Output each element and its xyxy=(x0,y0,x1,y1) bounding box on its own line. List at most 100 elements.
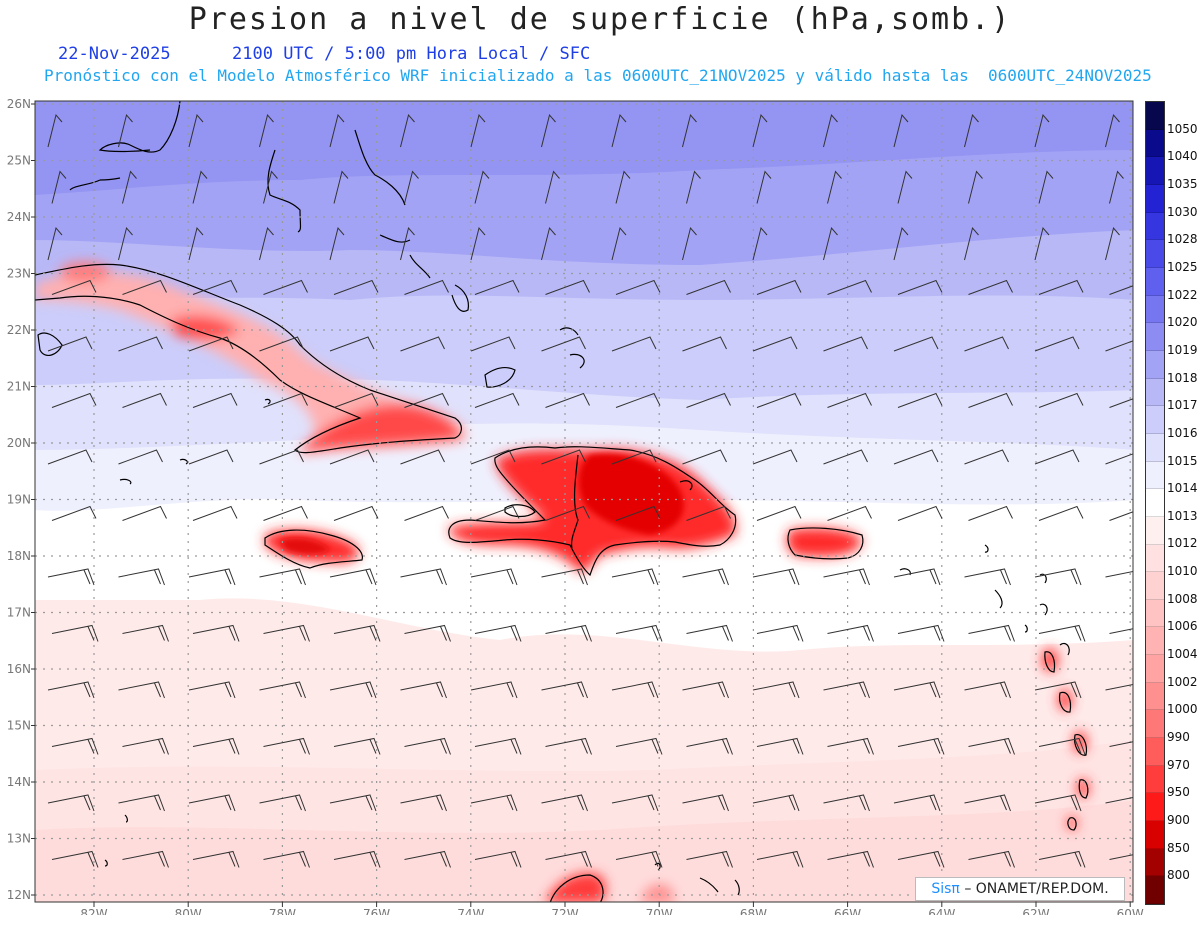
wind-barb xyxy=(545,279,590,295)
wind-barb xyxy=(756,170,772,204)
lon-label: 76W xyxy=(363,907,390,915)
wind-barb xyxy=(545,505,590,521)
wind-barb xyxy=(752,226,768,261)
graticule xyxy=(35,101,1133,902)
wind-barb xyxy=(611,336,657,352)
wind-barb xyxy=(259,226,274,261)
colorbar-segment xyxy=(1146,157,1164,185)
map-frame xyxy=(34,100,1134,903)
colorbar-label: 1000 xyxy=(1167,702,1198,717)
colorbar-label: 850 xyxy=(1167,840,1190,855)
wind-barb xyxy=(611,794,659,812)
wind-barb xyxy=(259,336,304,352)
wind-barb xyxy=(192,624,240,642)
wind-barb xyxy=(333,737,381,755)
wind-barb xyxy=(1105,113,1120,148)
colorbar-segment xyxy=(1146,267,1164,296)
wind-barb xyxy=(47,568,95,586)
wind-barb xyxy=(752,681,800,699)
wind-barb xyxy=(51,392,97,408)
colorbar-label: 1004 xyxy=(1167,647,1198,662)
lon-label: 72W xyxy=(551,907,578,915)
wind-barb xyxy=(964,681,1011,699)
wind-barb xyxy=(474,392,520,408)
wind-barb xyxy=(1034,449,1080,465)
lat-label: 22N xyxy=(7,323,31,337)
lon-label: 74W xyxy=(457,907,484,915)
wind-barb xyxy=(1109,285,1133,295)
lat-label: 18N xyxy=(7,549,31,563)
colorbar-label: 1002 xyxy=(1167,674,1198,689)
wind-barb xyxy=(1105,340,1133,352)
wind-barb xyxy=(752,794,800,812)
wind-barb xyxy=(968,850,1015,868)
wind-barb xyxy=(823,681,870,699)
wind-barb xyxy=(682,568,729,586)
colorbar-label: 1022 xyxy=(1167,287,1198,302)
wind-barb xyxy=(897,850,945,868)
wind-barb xyxy=(752,568,800,586)
wind-barb xyxy=(823,336,868,352)
wind-barb xyxy=(756,850,804,868)
wind-barb xyxy=(263,850,310,868)
lat-label: 23N xyxy=(7,267,31,281)
colorbar-segment xyxy=(1146,516,1164,545)
wind-barb xyxy=(474,624,522,642)
wind-barb xyxy=(122,392,167,408)
wind-barb xyxy=(192,392,238,408)
wind-barb xyxy=(1038,850,1086,868)
wind-barb xyxy=(686,850,733,868)
model-info-line: Pronóstico con el Modelo Atmosférico WRF… xyxy=(44,66,1152,85)
wind-barb xyxy=(47,113,63,148)
wind-barb xyxy=(470,794,518,812)
wind-barb xyxy=(329,681,377,699)
colorbar-segment xyxy=(1146,489,1164,517)
wind-barb xyxy=(545,737,592,755)
colorbar-label: 1050 xyxy=(1167,121,1198,136)
wind-barb xyxy=(1034,681,1082,699)
wind-barb xyxy=(1105,683,1133,691)
colorbar-labels: 1050 1040 1035 1030 1028 1025 1022 1020 1019 1018… xyxy=(1165,101,1200,903)
wind-barb xyxy=(827,850,874,868)
wind-barb xyxy=(1038,279,1084,295)
wind-barb xyxy=(968,505,1013,521)
wind-barb xyxy=(1109,398,1133,408)
wind-barb xyxy=(752,449,798,465)
wind-barb xyxy=(611,568,659,586)
wind-barb xyxy=(686,624,733,642)
wind-barb xyxy=(188,568,236,586)
colorbar-segment xyxy=(1146,682,1164,711)
wind-barb xyxy=(263,392,308,408)
wind-barb xyxy=(1038,737,1086,755)
wind-barb xyxy=(400,336,445,352)
wind-barb xyxy=(263,737,310,755)
lon-label: 70W xyxy=(646,907,673,915)
colorbar-label: 950 xyxy=(1167,785,1190,800)
wind-barb xyxy=(897,170,913,204)
lon-label: 68W xyxy=(740,907,767,915)
wind-barb xyxy=(541,226,556,261)
colorbar-segment xyxy=(1146,710,1164,739)
lon-label: 78W xyxy=(269,907,296,915)
colorbar-label: 1013 xyxy=(1167,508,1198,523)
wind-barb xyxy=(615,737,663,755)
wind-barb xyxy=(541,794,588,812)
wind-barb xyxy=(756,505,802,521)
wind-barb xyxy=(682,336,727,352)
land-lows-core xyxy=(280,454,684,555)
wind-barb xyxy=(329,113,345,148)
colorbar-label: 1025 xyxy=(1167,259,1198,274)
wind-barb xyxy=(1109,511,1133,521)
wind-barb xyxy=(192,170,208,204)
wind-barb xyxy=(686,170,701,204)
wind-barb xyxy=(259,568,306,586)
lat-label: 21N xyxy=(7,380,31,394)
colorbar-label: 1014 xyxy=(1167,481,1198,496)
wind-barb xyxy=(1038,624,1086,642)
wind-barb xyxy=(1109,170,1124,204)
wind-barb xyxy=(964,449,1009,465)
wind-barb xyxy=(263,279,308,295)
wind-barb xyxy=(968,392,1013,408)
wind-barb xyxy=(686,392,731,408)
wind-barb xyxy=(400,794,447,812)
